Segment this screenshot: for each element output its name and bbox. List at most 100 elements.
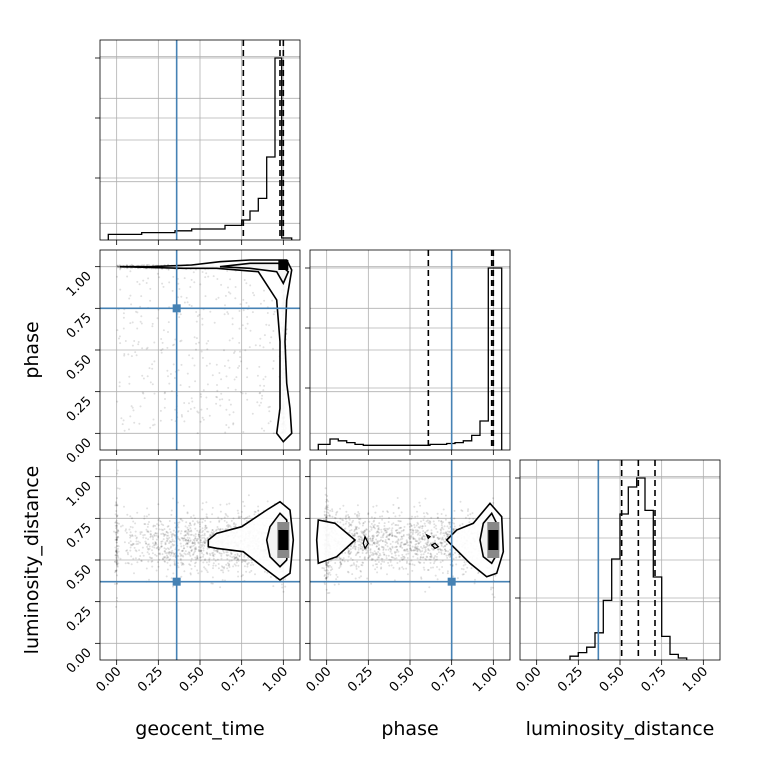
sample-point [252,291,254,294]
sample-point [372,520,375,523]
sample-point [146,264,149,266]
sample-point [188,303,191,306]
sample-point [209,520,212,523]
sample-point [183,547,186,550]
sample-point [152,536,154,539]
sample-point [115,536,118,539]
sample-point [394,557,396,560]
sample-point [206,516,209,519]
sample-point [429,558,432,561]
sample-point [163,535,166,537]
sample-point [401,566,404,569]
sample-point [189,572,192,575]
sample-point [188,553,191,556]
sample-point [449,521,452,524]
sample-point [179,384,182,387]
sample-point [352,534,355,537]
sample-point [436,536,439,539]
y-tick-label: 0.50 [64,562,95,593]
sample-point [344,515,347,518]
sample-point [367,512,370,515]
sample-point [114,524,117,527]
sample-point [253,510,256,513]
sample-point [355,565,358,568]
sample-point [201,541,204,544]
sample-point [232,555,235,558]
sample-point [359,555,361,558]
sample-point [348,529,351,532]
sample-point [165,552,168,555]
sample-point [390,564,393,567]
sample-point [373,541,376,544]
sample-point [142,554,145,557]
sample-point [178,538,181,541]
sample-point [137,540,140,543]
sample-point [415,531,418,533]
sample-point [376,558,379,561]
sample-point [171,534,174,537]
sample-point [132,557,135,560]
sample-point [129,543,132,546]
sample-point [170,551,173,554]
sample-point [232,423,235,426]
sample-point [418,526,421,529]
sample-point [204,295,207,298]
sample-point [372,558,374,561]
sample-point [145,542,147,545]
sample-point [154,553,157,556]
sample-point [179,340,182,343]
sample-point [155,547,158,550]
sample-point [173,522,176,524]
sample-point [117,562,120,565]
sample-point [384,540,387,543]
sample-point [381,534,384,537]
sample-point [116,565,119,568]
sample-point [129,322,132,325]
sample-point [447,553,450,556]
sample-point [442,508,445,511]
sample-point [115,519,118,522]
sample-point [473,582,476,585]
sample-point [404,549,407,552]
sample-point [399,520,402,523]
sample-point [146,547,149,550]
sample-point [178,548,181,551]
sample-point [378,531,381,534]
sample-point [115,550,118,553]
sample-point [431,534,434,537]
sample-point [151,560,154,563]
sample-point [405,567,408,570]
sample-point [371,539,374,542]
sample-point [245,559,248,562]
sample-point [216,389,219,392]
sample-point [401,546,404,549]
sample-point [115,559,118,561]
sample-point [183,534,186,537]
sample-point [169,554,172,557]
sample-point [358,512,361,515]
sample-point [232,523,235,526]
sample-point [199,523,201,526]
sample-point [188,524,191,527]
sample-point [121,423,124,426]
sample-point [366,546,369,549]
sample-point [197,548,200,551]
sample-point [136,327,139,330]
sample-point [369,551,372,554]
sample-point [415,543,418,545]
sample-point [218,398,221,401]
sample-point [449,556,451,559]
sample-point [265,323,268,326]
sample-point [446,570,449,573]
sample-point [180,530,183,533]
sample-point [378,522,381,525]
sample-point [339,561,342,563]
sample-point [424,590,427,593]
sample-point [403,549,406,551]
sample-point [166,539,169,542]
sample-point [376,563,379,566]
sample-point [351,573,354,576]
sample-point [474,578,476,581]
sample-point [367,557,369,560]
sample-point [353,542,356,545]
